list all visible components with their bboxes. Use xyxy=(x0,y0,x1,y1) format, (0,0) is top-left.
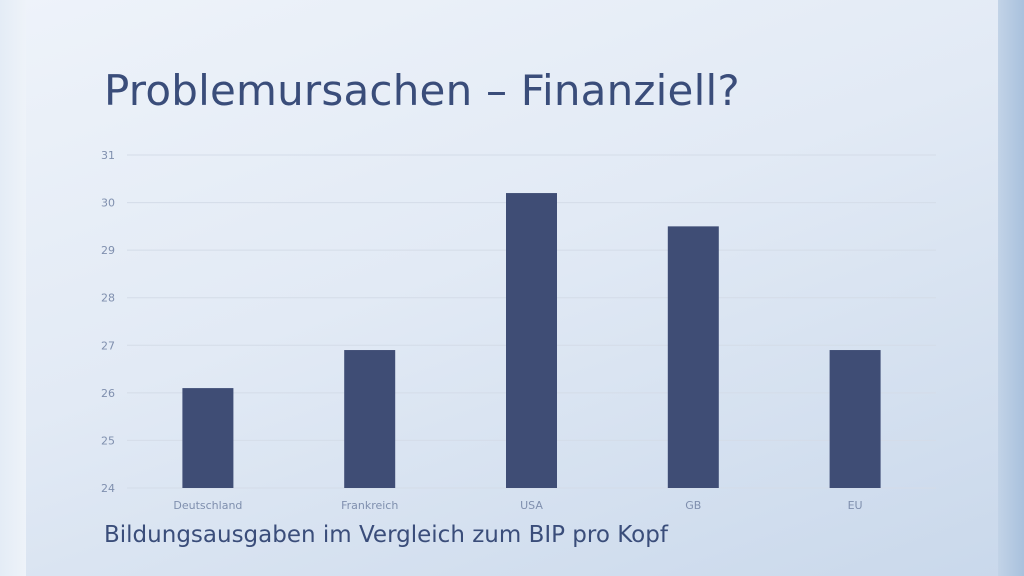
x-axis-labels: Deutschland Frankreich USA GB EU xyxy=(173,499,862,512)
x-category-label: Deutschland xyxy=(173,499,242,512)
bar-gb xyxy=(667,226,719,488)
x-category-label: USA xyxy=(520,499,543,512)
bar-usa xyxy=(506,193,557,489)
bars xyxy=(182,193,881,489)
y-tick-label: 30 xyxy=(101,197,115,210)
x-category-label: EU xyxy=(848,499,863,512)
y-tick-label: 25 xyxy=(101,434,115,447)
y-tick-label: 24 xyxy=(101,482,115,495)
bar-eu xyxy=(829,350,881,488)
bar-deutschland xyxy=(182,388,234,488)
slide-left-edge xyxy=(0,0,26,576)
x-category-label: GB xyxy=(685,499,701,512)
y-tick-label: 28 xyxy=(101,292,115,305)
slide-right-edge xyxy=(998,0,1024,576)
y-tick-label: 26 xyxy=(101,387,115,400)
y-tick-label: 27 xyxy=(101,339,115,352)
y-tick-label: 31 xyxy=(101,149,115,162)
y-tick-label: 29 xyxy=(101,244,115,257)
slide-title: Problemursachen – Finanziell? xyxy=(104,66,740,115)
bar-frankreich xyxy=(344,350,396,488)
x-category-label: Frankreich xyxy=(341,499,398,512)
y-axis-ticks: 24 25 26 27 28 29 30 31 xyxy=(101,149,115,495)
chart-subtitle: Bildungsausgaben im Vergleich zum BIP pr… xyxy=(104,522,668,548)
